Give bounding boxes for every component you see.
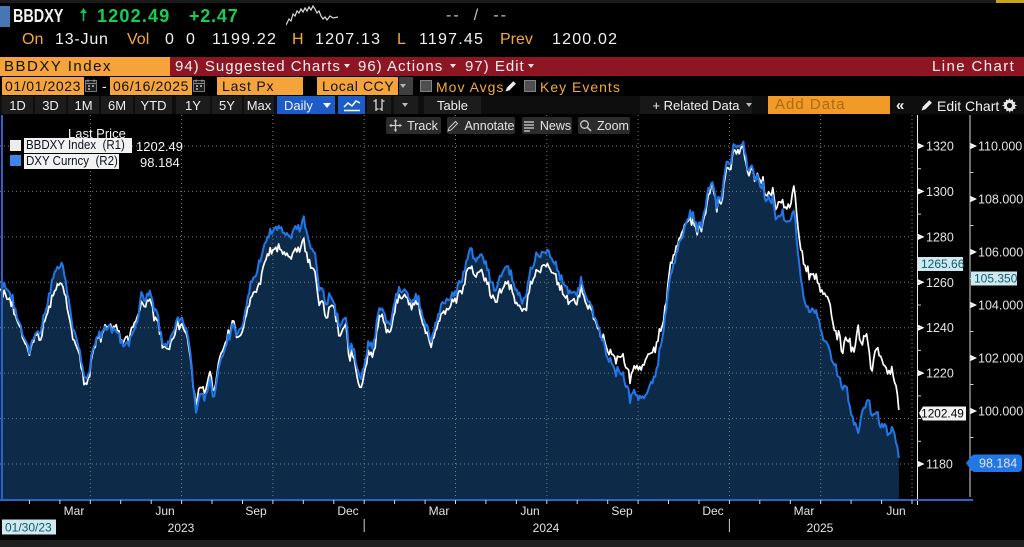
svg-text:100.000: 100.000 — [978, 405, 1023, 419]
svg-text:Jun: Jun — [886, 504, 905, 518]
svg-text:1300: 1300 — [926, 185, 954, 199]
svg-text:Jun: Jun — [155, 504, 174, 518]
svg-text:2024: 2024 — [533, 521, 560, 535]
svg-text:1280: 1280 — [926, 230, 954, 244]
svg-text:2025: 2025 — [807, 521, 834, 535]
svg-text:Sep: Sep — [245, 504, 267, 518]
svg-text:Dec: Dec — [337, 504, 358, 518]
svg-text:110.000: 110.000 — [978, 140, 1022, 154]
svg-text:Sep: Sep — [611, 504, 633, 518]
svg-text:104.000: 104.000 — [978, 299, 1023, 313]
svg-text:Mar: Mar — [64, 504, 85, 518]
svg-text:Dec: Dec — [702, 504, 723, 518]
svg-text:1240: 1240 — [926, 321, 954, 335]
svg-text:2023: 2023 — [168, 521, 195, 535]
svg-text:1220: 1220 — [926, 367, 954, 381]
svg-text:01/30/23: 01/30/23 — [5, 521, 52, 535]
svg-text:1320: 1320 — [926, 140, 954, 154]
svg-text:1265.66: 1265.66 — [921, 257, 965, 271]
svg-text:106.000: 106.000 — [978, 246, 1023, 260]
svg-text:1260: 1260 — [926, 276, 954, 290]
svg-text:105.350: 105.350 — [974, 272, 1018, 286]
svg-text:102.000: 102.000 — [978, 352, 1023, 366]
svg-text:1180: 1180 — [926, 458, 953, 472]
svg-text:Mar: Mar — [794, 504, 815, 518]
svg-text:Mar: Mar — [429, 504, 450, 518]
svg-text:1202.49: 1202.49 — [921, 407, 964, 421]
svg-text:98.184: 98.184 — [979, 457, 1017, 471]
svg-text:Jun: Jun — [520, 504, 539, 518]
svg-text:108.000: 108.000 — [978, 193, 1023, 207]
